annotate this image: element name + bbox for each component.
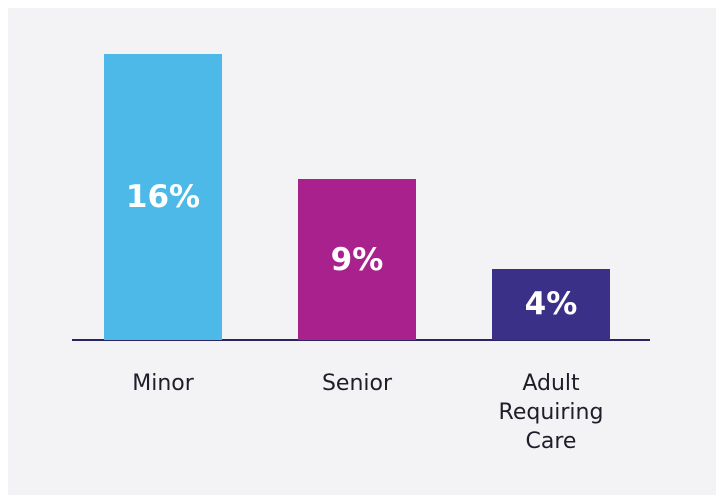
value-label: 4% bbox=[524, 286, 578, 323]
chart: 16% Minor 9% Senior 4% Adult Requiring Care bbox=[8, 8, 716, 495]
value-label: 16% bbox=[125, 179, 201, 215]
category-label: Adult Requiring Care bbox=[498, 371, 604, 454]
category-label: Minor bbox=[132, 371, 194, 396]
bar bbox=[104, 54, 222, 340]
category-label: Senior bbox=[321, 371, 393, 396]
baseline bbox=[72, 339, 650, 341]
bar bbox=[298, 179, 416, 340]
value-label: 9% bbox=[330, 241, 384, 278]
bar bbox=[492, 268, 610, 340]
